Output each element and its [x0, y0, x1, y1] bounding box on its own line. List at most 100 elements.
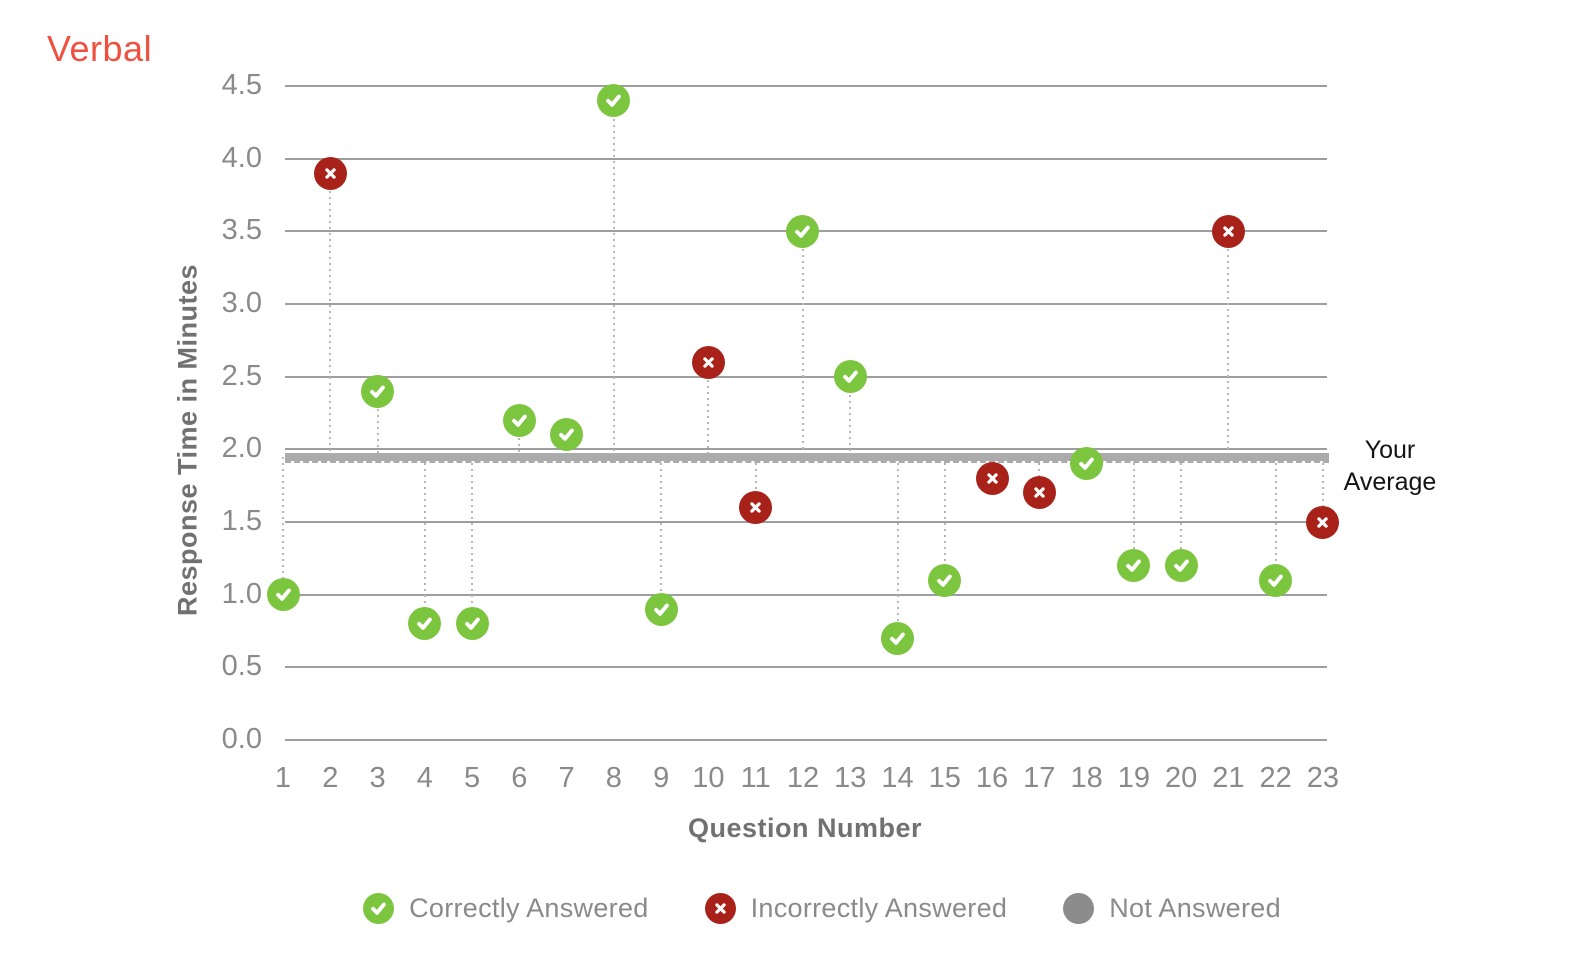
incorrect-point-marker-q21 [1211, 214, 1245, 248]
x-tick-label: 6 [511, 762, 528, 794]
correct-point-marker-q12 [786, 214, 820, 248]
dot-circle-icon-glyph [1063, 893, 1095, 924]
x-tick-label: 4 [416, 762, 433, 794]
check-circle-icon [363, 893, 395, 924]
x-tick-label: 14 [881, 762, 914, 794]
legend-label-correct: Correctly Answered [409, 893, 649, 923]
stem-q2 [329, 173, 332, 457]
incorrect-point-marker-q10 [691, 345, 725, 379]
stem-q17 [1038, 456, 1041, 493]
stem-q13 [849, 376, 852, 457]
dot-circle-icon [1063, 893, 1095, 924]
x-circle-icon [704, 893, 736, 924]
x-tick-label: 20 [1164, 762, 1198, 794]
gridline-0.0 [285, 739, 1327, 741]
gridline-1.0 [285, 593, 1327, 596]
stem-q14 [896, 456, 899, 639]
stem-q5 [471, 456, 474, 624]
legend-item-correct: Correctly Answered [363, 893, 649, 924]
stem-q19 [1132, 456, 1135, 566]
x-tick-label: 12 [786, 762, 820, 794]
stem-q12 [801, 231, 804, 457]
check-circle-icon-glyph [363, 893, 395, 924]
stem-q6 [518, 420, 521, 457]
x-tick-label: 5 [464, 762, 481, 794]
gridline-4.0 [285, 157, 1327, 160]
x-tick-label: 15 [928, 762, 961, 794]
gridline-0.5 [285, 666, 1327, 669]
incorrect-point-marker-q11 [739, 490, 773, 524]
gridline-1.5 [285, 521, 1327, 523]
y-tick-label: 3.5 [221, 214, 262, 247]
x-tick-label: 19 [1117, 762, 1150, 794]
stem-q21 [1227, 231, 1230, 457]
y-tick-label: 2.0 [221, 432, 262, 465]
stem-q22 [1274, 456, 1277, 581]
stem-q1 [282, 456, 284, 595]
average-line [285, 452, 1329, 461]
legend-item-incorrect: Incorrectly Answered [704, 893, 1008, 924]
stem-q4 [423, 456, 426, 624]
average-line-dashes [285, 459, 1329, 463]
legend: Correctly Answered Incorrectly Answered … [302, 893, 1342, 924]
correct-point-marker-q18 [1070, 447, 1104, 481]
incorrect-point-marker-q16 [975, 461, 1009, 495]
stem-q20 [1180, 456, 1183, 566]
correct-point-marker-q15 [928, 563, 962, 597]
correct-point-marker-q6 [502, 403, 536, 437]
y-tick-label: 2.5 [221, 359, 262, 392]
correct-point-marker-q20 [1164, 549, 1198, 583]
legend-item-not-answered: Not Answered [1063, 893, 1281, 924]
correct-point-marker-q13 [833, 360, 867, 394]
x-circle-icon-glyph [704, 893, 736, 924]
correct-point-marker-q14 [881, 621, 914, 655]
legend-label-not-answered: Not Answered [1109, 893, 1281, 923]
x-tick-label: 23 [1306, 762, 1340, 794]
gridline-2.5 [285, 375, 1327, 378]
x-tick-label: 16 [975, 762, 1009, 794]
incorrect-point-marker-q2 [313, 156, 347, 190]
y-tick-label: 0.5 [221, 650, 262, 683]
x-tick-label: 1 [274, 762, 292, 794]
x-axis-title: Question Number [687, 813, 923, 843]
chart-title: Verbal [47, 28, 153, 69]
incorrect-point-marker-q17 [1022, 476, 1056, 510]
y-tick-label: 4.5 [221, 69, 262, 101]
stem-q9 [660, 456, 663, 610]
y-tick-label: 1.0 [221, 577, 262, 610]
correct-point-marker-q4 [408, 607, 442, 641]
stem-q8 [612, 100, 615, 457]
gridline-3.0 [285, 303, 1327, 305]
x-tick-label: 22 [1259, 762, 1292, 794]
correct-point-marker-q22 [1259, 563, 1293, 597]
correct-point-marker-q1 [266, 578, 300, 612]
y-tick-label: 1.5 [221, 505, 262, 537]
x-tick-label: 8 [605, 762, 622, 794]
x-tick-label: 21 [1212, 762, 1245, 794]
gridline-2.0 [285, 448, 1327, 451]
stem-q10 [707, 362, 710, 457]
x-tick-label: 2 [322, 762, 339, 794]
correct-point-marker-q3 [361, 374, 395, 408]
x-tick-label: 9 [653, 762, 670, 794]
correct-point-marker-q19 [1117, 549, 1151, 583]
x-tick-label: 7 [558, 762, 575, 794]
x-tick-label: 3 [369, 762, 386, 794]
stem-q23 [1321, 456, 1324, 522]
correct-point-marker-q5 [455, 607, 489, 641]
y-tick-label: 3.0 [221, 287, 262, 319]
correct-point-marker-q9 [644, 592, 678, 626]
x-tick-label: 13 [834, 762, 867, 794]
correct-point-marker-q7 [550, 418, 584, 452]
x-tick-label: 18 [1070, 762, 1103, 794]
x-tick-label: 10 [692, 762, 725, 794]
legend-label-incorrect: Incorrectly Answered [750, 893, 1008, 923]
correct-point-marker-q8 [597, 84, 631, 118]
y-tick-label: 0.0 [221, 723, 262, 755]
gridline-4.5 [285, 85, 1327, 87]
average-line-label: Your Average [1343, 436, 1437, 496]
x-tick-label: 17 [1023, 762, 1056, 794]
incorrect-point-marker-q23 [1306, 505, 1340, 539]
stem-q15 [943, 456, 946, 581]
